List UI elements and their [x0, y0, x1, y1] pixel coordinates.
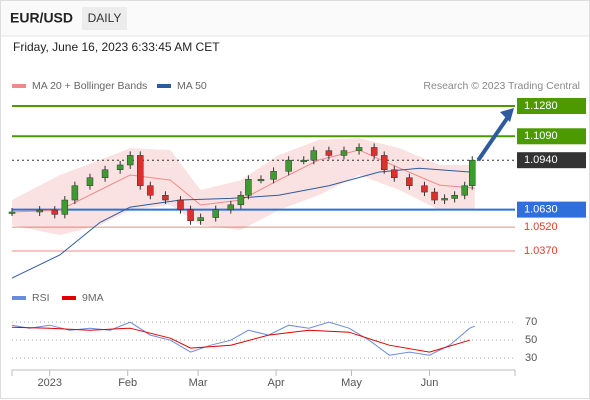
- candle: [451, 195, 458, 199]
- arrow-head: [500, 107, 514, 122]
- level-label: 1.0520: [524, 221, 558, 233]
- candle: [177, 199, 184, 210]
- candle: [380, 155, 388, 171]
- level-label: 1.1280: [524, 100, 558, 112]
- candle: [137, 155, 144, 186]
- candle: [431, 191, 438, 201]
- candle: [468, 159, 476, 186]
- candle: [461, 185, 468, 196]
- candle: [285, 159, 292, 172]
- candle: [187, 209, 194, 222]
- candle: [61, 199, 69, 215]
- candle: [300, 159, 307, 162]
- candle: [257, 179, 265, 182]
- forecast-arrow: [476, 112, 512, 162]
- candle: [126, 155, 134, 166]
- level-box: [517, 128, 586, 145]
- legend-label: MA 50: [177, 80, 207, 92]
- level-box: [517, 152, 586, 169]
- level-box: [517, 201, 586, 218]
- candle: [212, 209, 219, 218]
- candle: [270, 171, 277, 180]
- candle: [406, 177, 413, 186]
- legend-label: 9MA: [82, 292, 104, 304]
- source: Research © 2023 Trading Central: [423, 80, 580, 92]
- candle: [51, 209, 59, 215]
- date: Friday, June 16, 2023 6:33:45 AM CET: [13, 40, 220, 54]
- level-label: 1.1090: [524, 130, 558, 142]
- level-label: 1.0630: [524, 204, 558, 216]
- candle: [340, 150, 348, 156]
- candle: [370, 147, 378, 156]
- candle: [116, 164, 124, 171]
- x-tick-label: Feb: [118, 377, 137, 389]
- candle: [86, 177, 94, 186]
- rsi-line: [11, 321, 475, 356]
- candle: [8, 211, 16, 214]
- period-button[interactable]: [82, 7, 127, 30]
- candle: [245, 179, 252, 196]
- candle: [355, 147, 363, 151]
- candle: [325, 150, 333, 156]
- y-tick-label: 70: [525, 316, 537, 328]
- candle: [441, 198, 448, 201]
- legend-label: RSI: [32, 292, 50, 304]
- period[interactable]: DAILY: [88, 11, 122, 25]
- x-tick-label: 2023: [37, 377, 61, 389]
- candle: [101, 169, 109, 178]
- candle: [162, 195, 169, 201]
- candle: [310, 150, 318, 161]
- candle: [227, 204, 235, 210]
- legend-label: MA 20 + Bollinger Bands: [32, 80, 147, 92]
- level-box: [517, 97, 586, 114]
- x-tick-label: May: [341, 377, 362, 389]
- candle: [197, 217, 204, 222]
- y-tick-label: 50: [525, 334, 537, 346]
- x-tick-label: Apr: [268, 377, 285, 389]
- level-label: 1.0940: [524, 154, 558, 166]
- candle: [147, 185, 154, 196]
- candle: [71, 185, 79, 201]
- x-tick-label: Mar: [189, 377, 208, 389]
- y-tick-label: 30: [525, 352, 537, 364]
- x-tick-label: Jun: [421, 377, 439, 389]
- rsi-ma-line: [11, 326, 470, 353]
- candle: [391, 169, 398, 178]
- candle: [237, 195, 245, 206]
- candle: [36, 209, 43, 213]
- candle: [421, 185, 428, 193]
- level-label: 1.0370: [524, 245, 558, 257]
- symbol: EUR/USD: [10, 10, 73, 26]
